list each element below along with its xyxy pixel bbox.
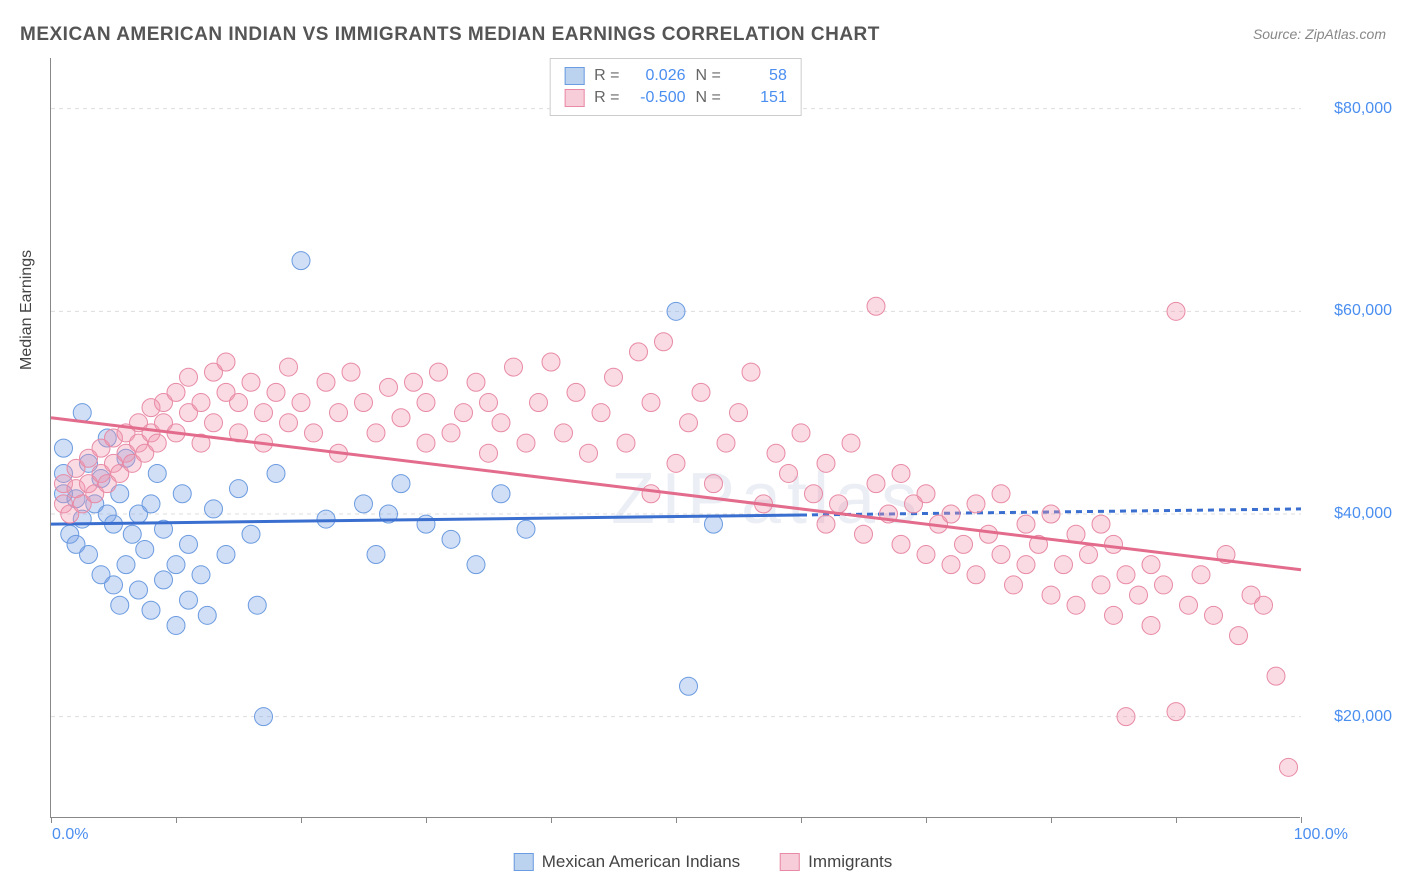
r-label: R = (594, 89, 619, 107)
x-tick (51, 817, 52, 823)
y-tick-label: $80,000 (1334, 100, 1392, 118)
y-tick-label: $40,000 (1334, 505, 1392, 523)
bottom-legend: Mexican American Indians Immigrants (514, 852, 893, 872)
x-tick (1176, 817, 1177, 823)
stats-row-series2: R = -0.500 N = 151 (564, 87, 787, 109)
legend-label-series1: Mexican American Indians (542, 852, 740, 872)
y-axis-label: Median Earnings (18, 250, 36, 370)
x-tick (676, 817, 677, 823)
chart-plot-area: ZIPatlas R = 0.026 N = 58 R = -0.500 N =… (50, 58, 1300, 818)
x-tick (176, 817, 177, 823)
swatch-series2 (564, 89, 584, 107)
swatch-series1 (564, 67, 584, 85)
x-end-label: 100.0% (1294, 826, 1348, 844)
n-value-series1: 58 (731, 67, 787, 85)
stats-legend-box: R = 0.026 N = 58 R = -0.500 N = 151 (549, 58, 802, 116)
x-tick (801, 817, 802, 823)
scatter-svg (51, 58, 1301, 818)
stats-row-series1: R = 0.026 N = 58 (564, 65, 787, 87)
n-value-series2: 151 (731, 89, 787, 107)
swatch-series2 (780, 853, 800, 871)
n-label: N = (696, 89, 721, 107)
legend-label-series2: Immigrants (808, 852, 892, 872)
r-value-series2: -0.500 (630, 89, 686, 107)
x-tick (301, 817, 302, 823)
n-label: N = (696, 67, 721, 85)
r-label: R = (594, 67, 619, 85)
x-start-label: 0.0% (52, 826, 88, 844)
x-tick (426, 817, 427, 823)
x-tick (1051, 817, 1052, 823)
legend-item-series1: Mexican American Indians (514, 852, 740, 872)
x-tick (551, 817, 552, 823)
legend-item-series2: Immigrants (780, 852, 892, 872)
x-tick (1301, 817, 1302, 823)
source-citation: Source: ZipAtlas.com (1253, 26, 1386, 42)
chart-title: MEXICAN AMERICAN INDIAN VS IMMIGRANTS ME… (20, 24, 880, 46)
swatch-series1 (514, 853, 534, 871)
y-tick-label: $20,000 (1334, 708, 1392, 726)
r-value-series1: 0.026 (630, 67, 686, 85)
x-tick (926, 817, 927, 823)
y-tick-label: $60,000 (1334, 302, 1392, 320)
